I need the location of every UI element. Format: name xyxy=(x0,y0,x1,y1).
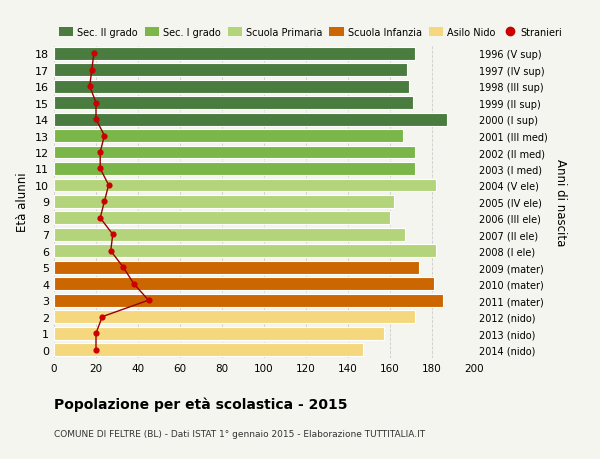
Bar xyxy=(54,294,443,307)
Bar xyxy=(54,146,415,159)
Bar xyxy=(54,327,384,340)
Bar xyxy=(54,343,362,356)
Point xyxy=(87,67,97,74)
Bar xyxy=(54,97,413,110)
Point xyxy=(100,198,109,206)
Point xyxy=(108,231,118,239)
Point xyxy=(106,247,116,255)
Point xyxy=(119,264,128,271)
Point xyxy=(95,165,105,173)
Point xyxy=(104,182,113,189)
Point xyxy=(91,116,101,123)
Bar xyxy=(54,261,419,274)
Bar xyxy=(54,113,446,126)
Point xyxy=(95,215,105,222)
Text: Popolazione per età scolastica - 2015: Popolazione per età scolastica - 2015 xyxy=(54,397,347,412)
Bar xyxy=(54,278,434,291)
Bar xyxy=(54,212,390,225)
Bar xyxy=(54,245,436,257)
Y-axis label: Anni di nascita: Anni di nascita xyxy=(554,158,567,246)
Bar xyxy=(54,64,407,77)
Point xyxy=(91,346,101,353)
Text: COMUNE DI FELTRE (BL) - Dati ISTAT 1° gennaio 2015 - Elaborazione TUTTITALIA.IT: COMUNE DI FELTRE (BL) - Dati ISTAT 1° ge… xyxy=(54,429,425,438)
Point xyxy=(98,313,107,321)
Bar xyxy=(54,48,415,61)
Bar xyxy=(54,179,436,192)
Legend: Sec. II grado, Sec. I grado, Scuola Primaria, Scuola Infanzia, Asilo Nido, Stran: Sec. II grado, Sec. I grado, Scuola Prim… xyxy=(59,28,563,38)
Point xyxy=(91,330,101,337)
Bar xyxy=(54,162,415,175)
Point xyxy=(85,83,95,90)
Point xyxy=(100,133,109,140)
Bar xyxy=(54,130,403,143)
Point xyxy=(129,280,139,288)
Bar xyxy=(54,229,404,241)
Point xyxy=(91,100,101,107)
Bar xyxy=(54,311,415,323)
Bar xyxy=(54,81,409,93)
Y-axis label: Età alunni: Età alunni xyxy=(16,172,29,232)
Point xyxy=(95,149,105,157)
Point xyxy=(89,50,99,58)
Bar xyxy=(54,196,394,208)
Point xyxy=(144,297,154,304)
